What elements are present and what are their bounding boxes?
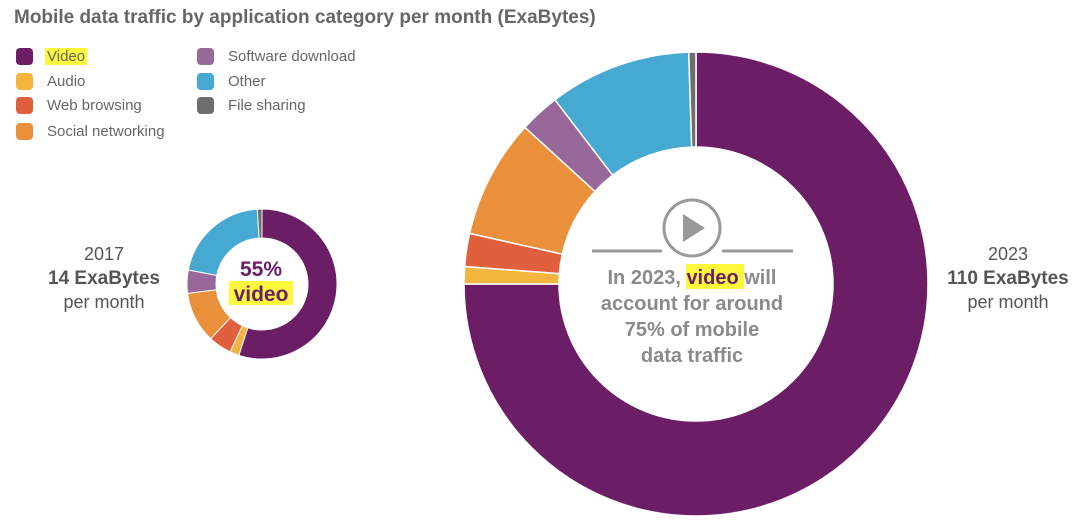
small-center-highlight (229, 281, 293, 305)
donut-2017-slice-video (238, 208, 338, 360)
annotation-highlight (686, 264, 744, 289)
donut-2023 (463, 51, 929, 517)
legend-swatch-icon (16, 96, 33, 114)
legend-swatch-icon (197, 47, 214, 65)
legend-swatch-icon (16, 47, 33, 65)
right-caption: 2023 110 ExaBytes per month (932, 244, 1084, 313)
right-per: per month (967, 292, 1049, 312)
legend-item-video: Video (16, 46, 88, 66)
left-year: 2017 (83, 244, 125, 264)
annotation-line-3: 75% of mobile (625, 319, 759, 341)
legend-label: File sharing (228, 96, 306, 114)
donut-2023-slice-file-sharing (687, 51, 697, 148)
legend-label: Social networking (47, 122, 165, 140)
small-donut-center-label: 55% video (229, 258, 293, 306)
left-per: per month (63, 292, 145, 312)
annotation-line-2: account for around (601, 293, 783, 315)
donut-2023-slice-video (463, 51, 929, 517)
right-amount: 110 ExaBytes (947, 268, 1069, 289)
annotation-line-1-highlight: video (686, 267, 738, 289)
annotation-line-4: data traffic (641, 345, 743, 367)
legend-item-social-networking: Social networking (16, 121, 165, 141)
legend-swatch-icon (197, 72, 214, 90)
small-center-word: video (234, 283, 289, 306)
play-icon (662, 198, 722, 258)
annotation-line-1-prefix: In 2023, (608, 267, 687, 289)
big-donut-center-annotation: In 2023, video will account for around 7… (592, 198, 793, 367)
legend-label: Other (228, 72, 266, 90)
legend-swatch-icon (197, 96, 214, 114)
left-caption: 2017 14 ExaBytes per month (24, 244, 184, 313)
legend-label: Software download (228, 47, 356, 65)
donut-2017-slice-file-sharing (256, 208, 263, 239)
legend-label: Web browsing (47, 96, 142, 114)
donut-2017 (186, 208, 338, 360)
left-amount: 14 ExaBytes (48, 268, 160, 289)
legend-label: Video (45, 47, 88, 65)
legend-item-file-sharing: File sharing (197, 95, 306, 115)
legend-swatch-icon (16, 122, 33, 140)
legend-item-other: Other (197, 71, 266, 91)
legend-swatch-icon (16, 72, 33, 90)
legend-item-audio: Audio (16, 71, 85, 91)
annotation-line-1: In 2023, video will (608, 267, 777, 289)
legend-item-software-download: Software download (197, 46, 356, 66)
chart-title: Mobile data traffic by application categ… (14, 7, 596, 28)
legend-label: Audio (47, 72, 86, 90)
legend-item-web-browsing: Web browsing (16, 95, 142, 115)
annotation-line-1-suffix: will (739, 267, 777, 289)
right-year: 2023 (987, 244, 1029, 264)
small-center-percent: 55% (240, 258, 282, 281)
